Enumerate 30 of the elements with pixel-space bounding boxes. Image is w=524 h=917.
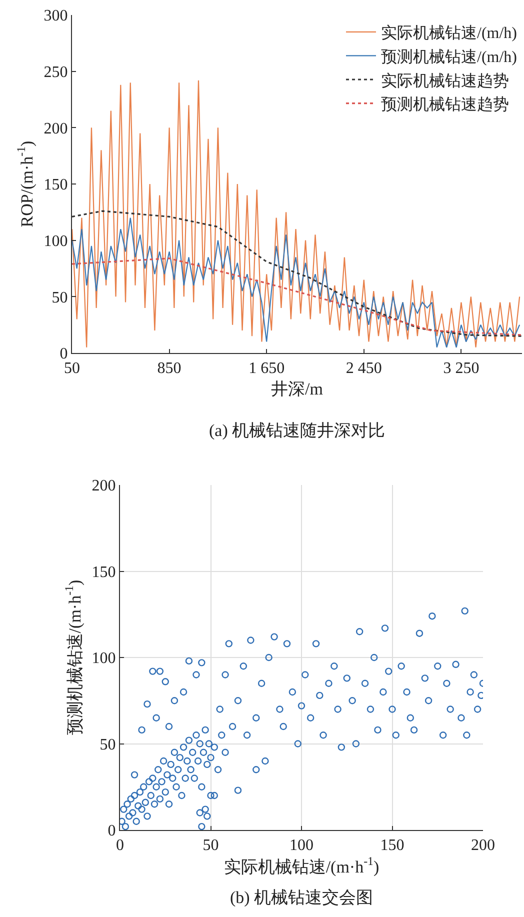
x-tick-label: 150 [380,837,404,854]
x-tick-label: 50 [202,837,219,854]
y-tick-label: 150 [92,564,116,581]
y-tick-label: 200 [44,120,68,138]
x-axis-title: 井深/m [271,380,323,399]
y-tick-label: 50 [100,736,116,754]
y-tick-label: 200 [92,478,116,495]
legend-label: 预测机械钻速趋势 [381,96,509,114]
legend-label: 预测机械钻速/(m/h) [381,48,517,66]
y-tick-label: 100 [92,650,116,668]
y-tick-label: 50 [52,289,68,306]
y-tick-label: 300 [44,8,68,25]
line-series [72,258,522,336]
y-tick-label: 100 [44,232,68,250]
x-tick-label: 1 650 [248,360,285,378]
x-tick-label: 200 [471,837,495,854]
y-tick-label: 0 [60,346,68,363]
y-tick-label: 250 [44,64,68,81]
legend-label: 实际机械钻速/(m/h) [381,24,517,42]
x-tick-label: 3 250 [443,360,480,378]
x-tick-label: 2 450 [346,360,382,378]
y-tick-label: 0 [108,822,116,840]
y-tick-label: 150 [44,176,68,194]
x-tick-label: 50 [64,360,80,378]
text: (b) 机械钻速交会图 [230,888,374,907]
x-tick-label: 850 [157,360,182,378]
x-tick-label: 100 [290,837,314,854]
x-axis-title: 实际机械钻速/(m·h$^{-1}$) [224,854,380,876]
text: (a) 机械钻速随井深对比 [209,421,386,440]
legend-label: 实际机械钻速趋势 [381,72,509,90]
